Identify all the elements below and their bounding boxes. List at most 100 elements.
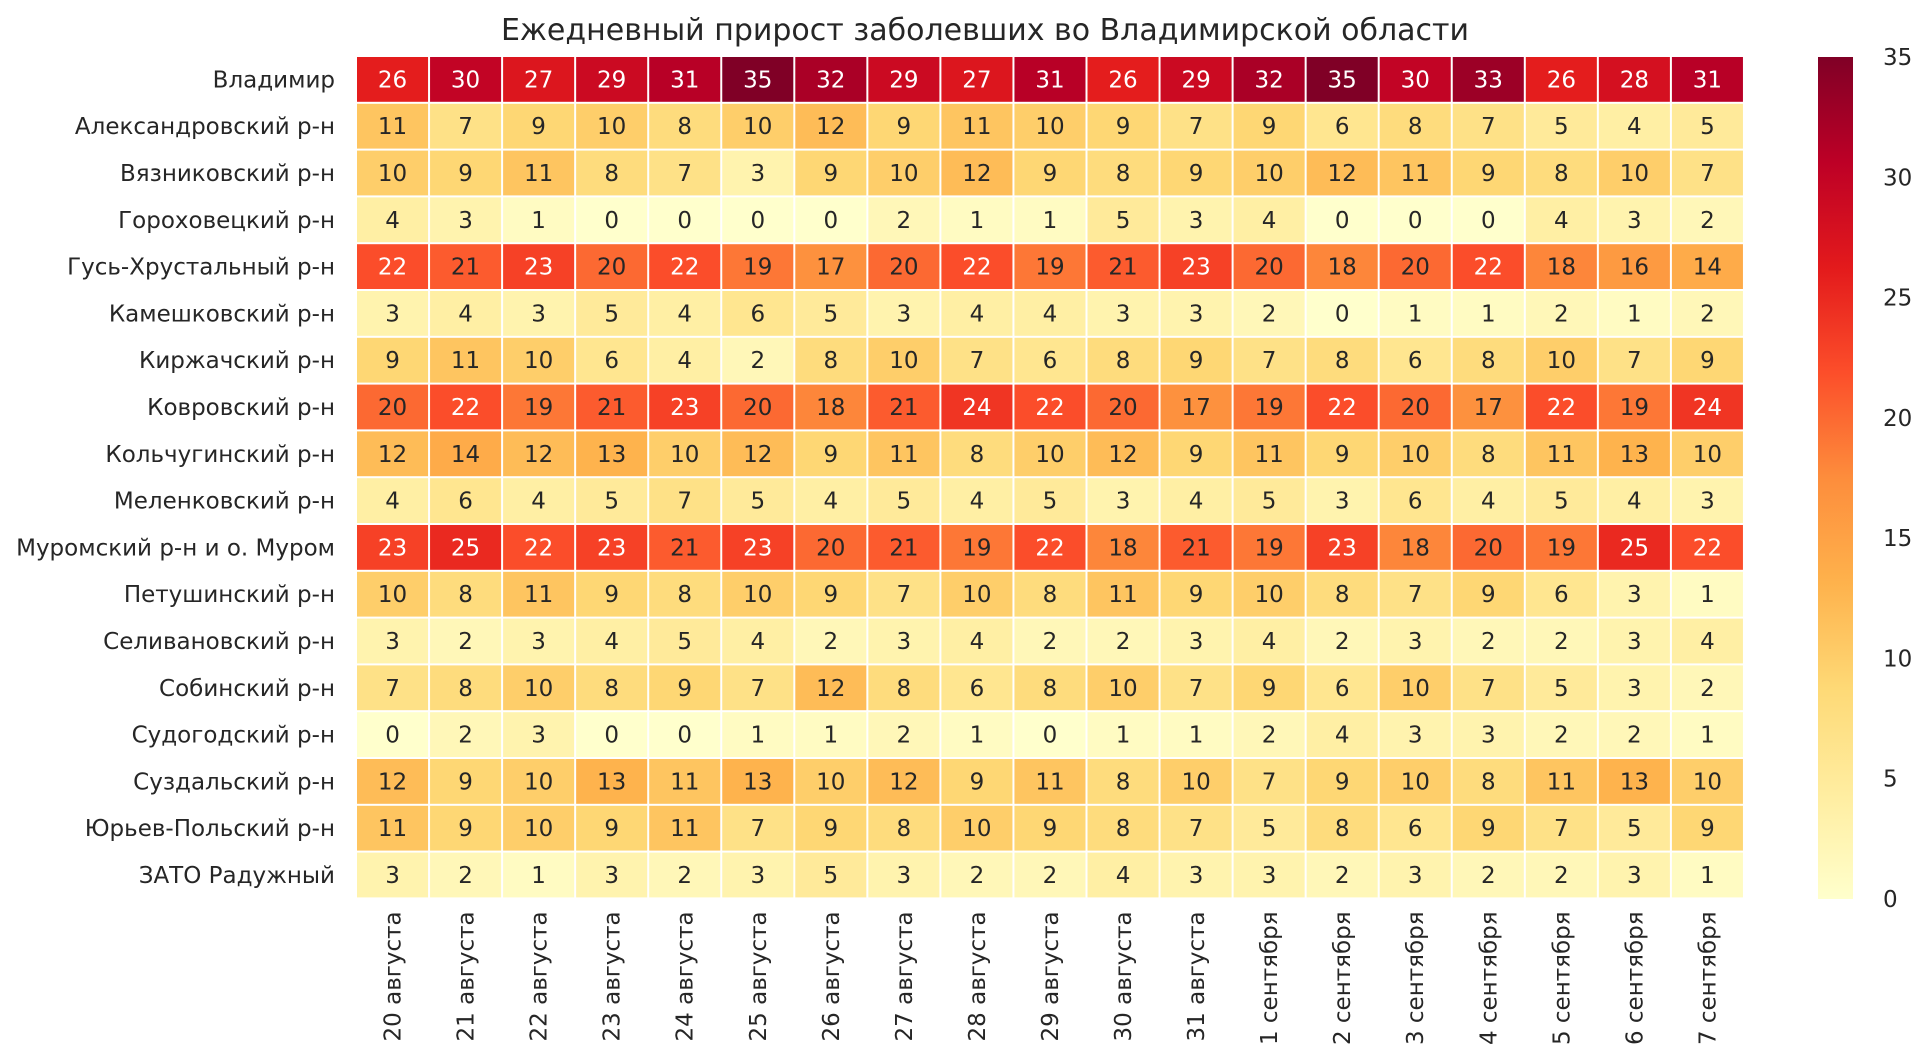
cell-value-label: 10 xyxy=(670,442,699,468)
heatmap-cell xyxy=(1671,337,1743,383)
heatmap-cell xyxy=(1233,103,1305,149)
cell-value-label: 10 xyxy=(743,582,772,608)
cell-value-label: 7 xyxy=(970,348,985,374)
heatmap-cell xyxy=(1452,244,1524,289)
cell-value-label: 10 xyxy=(743,114,772,140)
cell-value-label: 9 xyxy=(1043,161,1058,187)
cell-value-label: 6 xyxy=(1408,816,1423,842)
cell-value-label: 29 xyxy=(889,67,918,93)
heatmap-cell xyxy=(722,571,794,617)
cell-value-label: 21 xyxy=(451,255,480,281)
heatmap-cell xyxy=(868,431,940,477)
cell-value-label: 20 xyxy=(1401,255,1430,281)
heatmap-cell xyxy=(1671,852,1743,898)
cell-value-label: 4 xyxy=(970,489,985,515)
cell-value-label: 7 xyxy=(1700,161,1715,187)
heatmap-cell xyxy=(1014,57,1086,102)
heatmap-cell xyxy=(357,244,429,289)
heatmap-cell xyxy=(1598,712,1670,757)
row-label: Гороховецкий р-н xyxy=(118,208,335,234)
heatmap-cell xyxy=(576,384,648,430)
cell-value-label: 7 xyxy=(750,676,765,702)
cell-value-label: 32 xyxy=(816,67,845,93)
heatmap-cell xyxy=(1671,57,1743,102)
cell-value-label: 9 xyxy=(677,676,692,702)
heatmap-cell xyxy=(868,150,940,196)
heatmap-cell xyxy=(1087,525,1159,570)
cell-value-label: 2 xyxy=(1116,629,1131,655)
cell-value-label: 10 xyxy=(378,161,407,187)
cell-value-label: 9 xyxy=(823,816,838,842)
heatmap-cell xyxy=(1452,525,1524,570)
heatmap-cell xyxy=(1525,525,1597,570)
heatmap-cell xyxy=(1598,431,1670,477)
heatmap-cell xyxy=(1087,244,1159,289)
heatmap-cell xyxy=(503,712,575,757)
cell-value-label: 20 xyxy=(597,255,626,281)
cell-value-label: 12 xyxy=(1328,161,1357,187)
cell-value-label: 11 xyxy=(451,348,480,374)
cell-value-label: 1 xyxy=(1700,863,1715,889)
heatmap-cell xyxy=(1598,618,1670,664)
cell-value-label: 22 xyxy=(1035,395,1064,421)
heatmap-cell xyxy=(1379,712,1451,757)
heatmap-cell xyxy=(576,337,648,383)
cell-value-label: 8 xyxy=(1116,161,1131,187)
heatmap-cell xyxy=(941,431,1013,477)
heatmap-cell xyxy=(1233,150,1305,196)
cell-value-label: 6 xyxy=(604,348,619,374)
heatmap-cell xyxy=(941,57,1013,102)
heatmap-cell xyxy=(357,384,429,430)
heatmap-cell xyxy=(1014,618,1086,664)
heatmap-cell xyxy=(1306,197,1378,243)
heatmap-cell xyxy=(1598,525,1670,570)
cell-value-label: 5 xyxy=(1116,208,1131,234)
heatmap-cell xyxy=(868,291,940,336)
heatmap-cell xyxy=(1087,384,1159,430)
heatmap-cell xyxy=(795,618,867,664)
cell-value-label: 5 xyxy=(604,301,619,327)
cell-value-label: 8 xyxy=(1481,769,1496,795)
cell-value-label: 7 xyxy=(1262,769,1277,795)
colorbar: 0 5 10 15 20 25 30 35 xyxy=(1818,45,1912,913)
heatmap-cell xyxy=(795,852,867,898)
heatmap-cell xyxy=(430,150,502,196)
heatmap-cell xyxy=(1525,197,1597,243)
cell-value-label: 3 xyxy=(1189,629,1204,655)
cell-value-label: 10 xyxy=(1620,161,1649,187)
heatmap-cell xyxy=(1014,291,1086,336)
heatmap-cell xyxy=(1452,57,1524,102)
heatmap-cell xyxy=(795,571,867,617)
cell-value-label: 3 xyxy=(1262,863,1277,889)
heatmap-cell xyxy=(722,244,794,289)
heatmap-cell xyxy=(357,291,429,336)
heatmap-cell xyxy=(1087,571,1159,617)
cell-value-label: 5 xyxy=(897,489,912,515)
heatmap-cell xyxy=(430,244,502,289)
cell-value-label: 6 xyxy=(458,489,473,515)
cell-value-label: 3 xyxy=(897,863,912,889)
cell-value-label: 0 xyxy=(677,723,692,749)
cell-value-label: 4 xyxy=(1335,723,1350,749)
cell-value-label: 3 xyxy=(897,629,912,655)
heatmap-cell xyxy=(503,431,575,477)
heatmap-cell xyxy=(1087,478,1159,523)
heatmap-cell xyxy=(1014,244,1086,289)
colorbar-gradient xyxy=(1818,57,1853,899)
cell-value-label: 4 xyxy=(823,489,838,515)
heatmap-cell xyxy=(868,759,940,804)
cell-value-label: 26 xyxy=(1547,67,1576,93)
heatmap-cell xyxy=(649,759,721,804)
heatmap-cell xyxy=(722,665,794,711)
heatmap-cell xyxy=(1525,384,1597,430)
cell-value-label: 10 xyxy=(378,582,407,608)
heatmap-cell xyxy=(1452,805,1524,851)
cell-value-label: 2 xyxy=(970,863,985,889)
cell-value-label: 1 xyxy=(823,723,838,749)
heatmap-cell xyxy=(1598,665,1670,711)
heatmap-cell xyxy=(1379,103,1451,149)
heatmap-cell xyxy=(357,852,429,898)
heatmap-cell xyxy=(430,384,502,430)
cell-value-label: 8 xyxy=(897,816,912,842)
heatmap-cell xyxy=(1233,291,1305,336)
